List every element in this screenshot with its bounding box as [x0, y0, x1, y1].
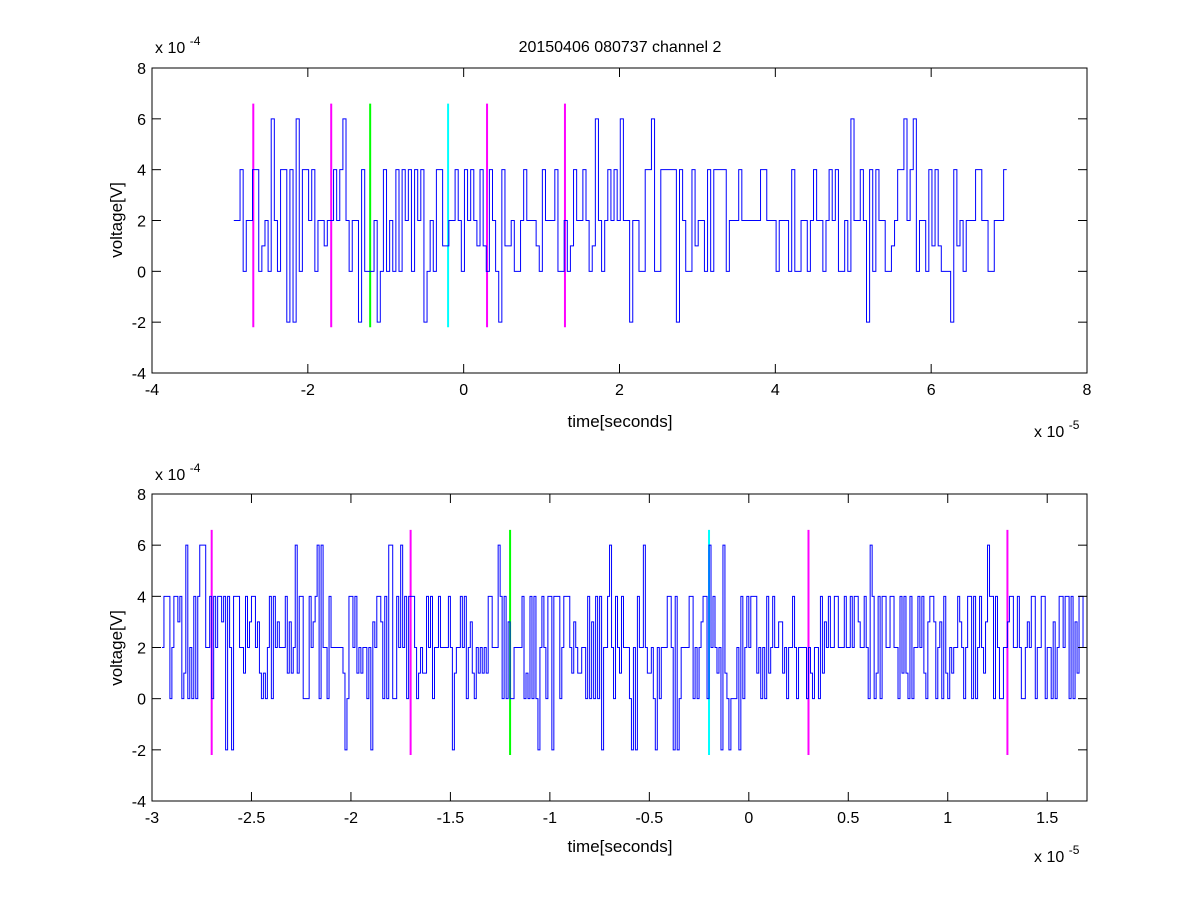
top-plot-y-multiplier-base: x 10 [155, 40, 185, 57]
signal-trace-line [161, 544, 1088, 751]
bottom-plot: -3 -2.5 -2 -1.5 -1 -0.5 0 0.5 1 1.5 -4 -2 0 2 4 6 8 tim… [107, 461, 1088, 866]
signal-trace-line [233, 118, 1007, 323]
top-plot: -4 -2 0 2 4 6 8 -4 -2 0 2 4 6 8 time[seconds] voltag… [107, 34, 1092, 441]
x-tick-label: 1.5 [1036, 810, 1058, 827]
y-tick-label: 6 [137, 112, 146, 129]
figure-title: 20150406 080737 channel 2 [519, 39, 722, 56]
x-tick-label: 1 [943, 810, 952, 827]
top-plot-x-label: time[seconds] [568, 412, 673, 431]
y-tick-label: -2 [132, 743, 146, 760]
bottom-plot-signal [161, 544, 1088, 751]
top-plot-y-multiplier: x 10 -4 [155, 34, 201, 57]
y-tick-label: 0 [137, 264, 146, 281]
x-tick-label: -0.5 [636, 810, 664, 827]
top-plot-x-ticks: -4 -2 0 2 4 6 8 [145, 68, 1092, 399]
top-plot-x-multiplier-base: x 10 [1034, 424, 1064, 441]
y-tick-label: 4 [137, 589, 146, 606]
y-tick-label: 4 [137, 163, 146, 180]
bottom-plot-x-multiplier-exponent: -5 [1069, 843, 1080, 857]
bottom-plot-x-multiplier-base: x 10 [1034, 849, 1064, 866]
y-tick-label: 2 [137, 214, 146, 231]
bottom-plot-x-multiplier: x 10 -5 [1034, 843, 1080, 866]
bottom-plot-y-ticks: -4 -2 0 2 4 6 8 [132, 487, 1087, 811]
top-plot-x-multiplier-exponent: -5 [1069, 418, 1080, 432]
x-tick-label: 2 [615, 382, 624, 399]
top-plot-y-multiplier-exponent: -4 [190, 34, 201, 48]
x-tick-label: 0.5 [837, 810, 859, 827]
bottom-plot-x-ticks: -3 -2.5 -2 -1.5 -1 -0.5 0 0.5 1 1.5 [145, 494, 1058, 827]
y-tick-label: 2 [137, 641, 146, 658]
bottom-plot-y-multiplier-exponent: -4 [190, 461, 201, 475]
top-plot-signal [233, 118, 1007, 323]
y-tick-label: -4 [132, 366, 146, 383]
x-tick-label: -4 [145, 382, 159, 399]
top-plot-x-multiplier: x 10 -5 [1034, 418, 1080, 441]
y-tick-label: 8 [137, 61, 146, 78]
y-tick-label: -4 [132, 794, 146, 811]
bottom-plot-x-label: time[seconds] [568, 837, 673, 856]
x-tick-label: 8 [1083, 382, 1092, 399]
y-tick-label: 8 [137, 487, 146, 504]
x-tick-label: -2 [344, 810, 358, 827]
bottom-plot-y-multiplier: x 10 -4 [155, 461, 201, 484]
top-plot-markers [252, 103, 566, 328]
top-plot-y-label: voltage[V] [107, 182, 126, 258]
x-tick-label: -3 [145, 810, 159, 827]
x-tick-label: 4 [771, 382, 780, 399]
x-tick-label: 6 [927, 382, 936, 399]
bottom-plot-y-label: voltage[V] [107, 610, 126, 686]
x-tick-label: -1 [543, 810, 557, 827]
top-plot-y-ticks: -4 -2 0 2 4 6 8 [132, 61, 1087, 383]
x-tick-label: -1.5 [437, 810, 465, 827]
y-tick-label: 6 [137, 538, 146, 555]
x-tick-label: 0 [744, 810, 753, 827]
x-tick-label: -2.5 [238, 810, 266, 827]
bottom-plot-y-multiplier-base: x 10 [155, 467, 185, 484]
x-tick-label: 0 [459, 382, 468, 399]
y-tick-label: 0 [137, 692, 146, 709]
y-tick-label: -2 [132, 315, 146, 332]
x-tick-label: -2 [301, 382, 315, 399]
